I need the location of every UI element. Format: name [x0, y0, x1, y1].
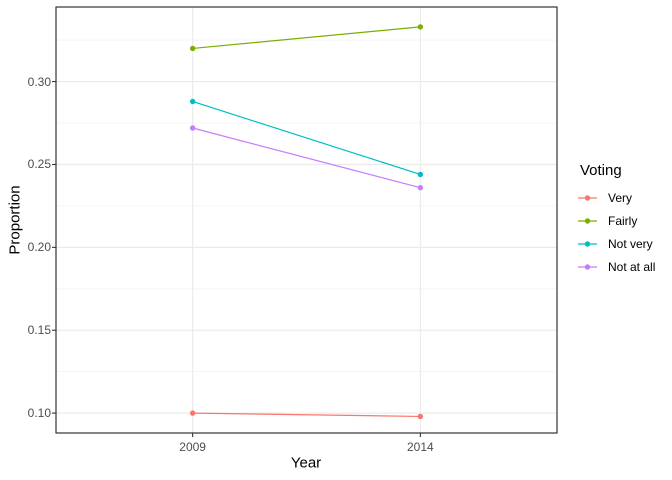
data-point-not-very-2009 [189, 98, 196, 105]
y-tick-label: 0.30 [27, 74, 51, 89]
series-line-not-at-all [192, 127, 421, 189]
legend-items: Very Fairly Not very Not at all [578, 186, 655, 278]
data-point-not-very-2014 [417, 171, 424, 178]
data-point-not-at-all-2014 [417, 184, 424, 191]
y-tick-label: 0.25 [27, 157, 51, 172]
legend-key-icon [578, 240, 597, 247]
y-tick-label: 0.10 [27, 406, 51, 421]
legend-item: Not at all [578, 255, 655, 278]
legend-key-icon [578, 194, 597, 201]
legend-item-label: Not at all [608, 259, 656, 274]
data-point-fairly-2014 [417, 24, 424, 30]
y-tick-label: 0.20 [27, 240, 51, 255]
legend-title: Voting [580, 162, 622, 179]
panel-background [56, 7, 557, 433]
data-point-not-at-all-2009 [189, 125, 196, 131]
y-axis-title: Proportion [6, 185, 24, 255]
series-line-fairly [192, 26, 421, 50]
data-point-very-2009 [189, 410, 196, 416]
legend-item: Not very [578, 232, 655, 255]
x-tick-label: 2009 [179, 440, 206, 454]
data-point-fairly-2009 [189, 45, 196, 52]
legend-item: Fairly [578, 209, 655, 232]
legend-item-label: Fairly [608, 213, 638, 228]
data-point-very-2014 [417, 413, 424, 420]
series-line-not-very [192, 100, 421, 175]
series-line-very [192, 412, 421, 418]
legend: Voting Very Fairly Not very Not at all [578, 162, 655, 278]
y-tick-label: 0.15 [27, 323, 51, 338]
legend-key-icon [578, 263, 597, 270]
x-axis-title: Year [290, 454, 322, 472]
x-tick-label: 2014 [407, 440, 434, 454]
legend-item: Very [578, 186, 655, 209]
panel-border [55, 6, 558, 434]
legend-item-label: Not very [608, 236, 653, 251]
legend-item-label: Very [608, 190, 633, 205]
legend-key-icon [578, 217, 597, 224]
